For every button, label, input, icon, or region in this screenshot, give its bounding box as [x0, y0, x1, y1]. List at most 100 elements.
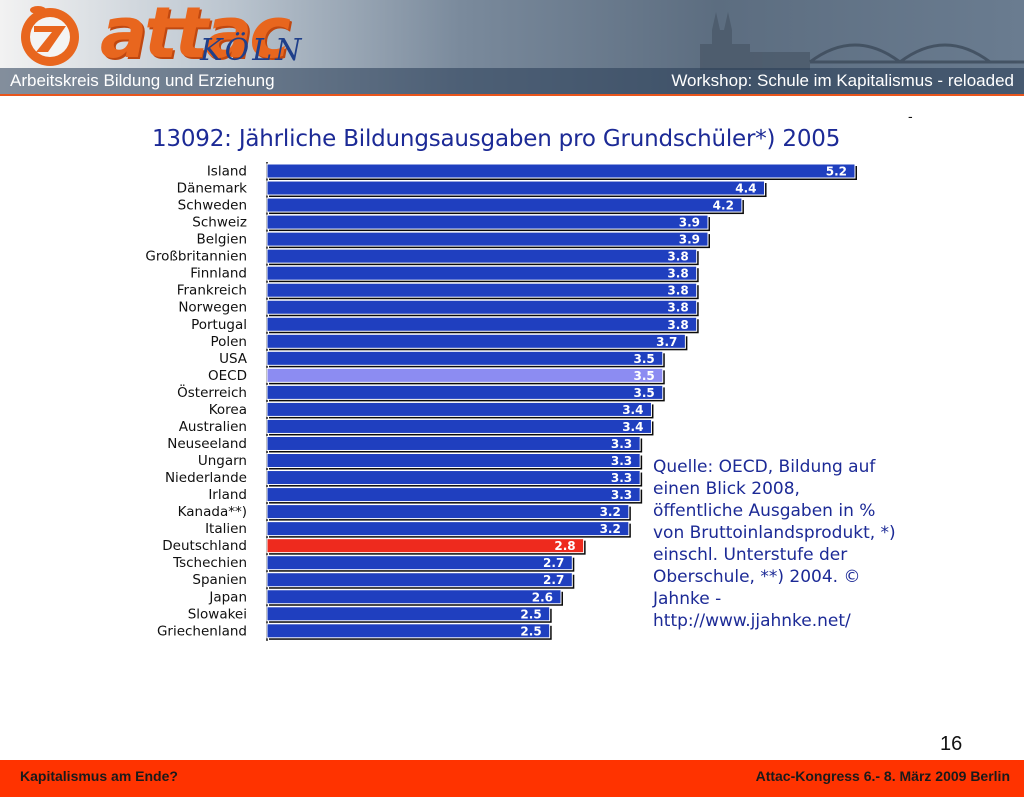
bar-australien: [266, 418, 652, 434]
attac-logo-icon: [21, 6, 79, 66]
category-label: Schweiz: [192, 215, 247, 231]
source-note-line: Quelle: OECD, Bildung auf: [653, 457, 876, 477]
source-note-line: Oberschule, **) 2004. ©: [653, 567, 861, 587]
category-label: Finnland: [190, 266, 247, 282]
bar-usa: [266, 350, 664, 366]
category-label: Norwegen: [178, 300, 247, 316]
category-label: Australien: [179, 419, 247, 435]
category-label: Schweden: [178, 198, 247, 214]
value-label: 2.7: [543, 573, 564, 587]
value-label: 4.4: [735, 182, 756, 196]
bar-kanada-: [266, 504, 630, 520]
category-label: Japan: [208, 589, 247, 605]
logo-wordmark: attac: [100, 0, 291, 74]
page-number: 16: [940, 733, 963, 755]
bar-slowakei: [266, 606, 551, 622]
value-label: 2.6: [532, 590, 553, 604]
bar-ungarn: [266, 453, 641, 469]
category-label: Neuseeland: [167, 436, 247, 452]
source-note-line: http://www.jjahnke.net/: [653, 611, 851, 631]
value-label: 3.2: [600, 505, 621, 519]
bar-großbritannien: [266, 248, 698, 264]
value-label: 3.7: [656, 335, 677, 349]
cologne-skyline-icon: [700, 12, 1024, 70]
value-label: 3.3: [611, 437, 632, 451]
value-label: 4.2: [713, 199, 734, 213]
category-label: Italien: [205, 521, 247, 537]
category-label: Irland: [208, 487, 247, 503]
bar-spanien: [266, 572, 573, 588]
bar-griechenland: [266, 623, 551, 639]
bar-portugal: [266, 316, 698, 332]
footer-bar: Kapitalismus am Ende? Attac-Kongress 6.-…: [0, 760, 1024, 797]
source-note-line: einen Blick 2008,: [653, 479, 800, 499]
value-label: 3.8: [667, 318, 688, 332]
bar-oecd: [266, 367, 664, 383]
source-note-line: Jahnke -: [653, 589, 722, 609]
value-label: 3.4: [622, 403, 643, 417]
category-label: Österreich: [177, 383, 247, 401]
header-right-text: Workshop: Schule im Kapitalismus - reloa…: [671, 71, 1014, 90]
value-label: 3.8: [667, 301, 688, 315]
footer-left-text: Kapitalismus am Ende?: [20, 768, 178, 784]
bar-belgien: [266, 231, 709, 247]
value-label: 3.3: [611, 454, 632, 468]
value-label: 3.5: [634, 386, 655, 400]
bar-chart: Island 5.2 Dänemark 4.4 Schweden 4.2 Schweiz 3.…: [145, 162, 857, 641]
category-label: OECD: [208, 368, 247, 384]
bar-dänemark: [266, 180, 766, 196]
value-label: 3.3: [611, 488, 632, 502]
bar-neuseeland: [266, 435, 641, 451]
bar-finnland: [266, 265, 698, 281]
bar-korea: [266, 401, 652, 417]
header-divider: [0, 94, 1024, 96]
bar-polen: [266, 333, 686, 349]
category-label: Kanada**): [178, 504, 247, 520]
bar-deutschland: [266, 538, 585, 554]
bar-österreich: [266, 384, 664, 400]
bar-irland: [266, 487, 641, 503]
category-label: Ungarn: [198, 453, 247, 469]
header-left-text: Arbeitskreis Bildung und Erziehung: [10, 71, 275, 90]
category-label: USA: [219, 351, 248, 367]
category-label: Großbritannien: [145, 249, 247, 265]
value-label: 3.8: [667, 267, 688, 281]
bar-japan: [266, 589, 562, 605]
value-label: 3.9: [679, 216, 700, 230]
category-label: Tschechien: [172, 555, 247, 571]
bar-norwegen: [266, 299, 698, 315]
dash-mark: -: [908, 108, 913, 124]
value-label: 2.5: [520, 624, 541, 638]
value-label: 3.4: [622, 420, 643, 434]
category-label: Deutschland: [162, 538, 247, 554]
value-label: 3.9: [679, 233, 700, 247]
category-label: Belgien: [197, 232, 248, 248]
header-banner: attac KÖLN Arbeitskreis Bildung und Erzi…: [0, 0, 1024, 96]
value-label: 2.8: [554, 539, 575, 553]
source-note: Quelle: OECD, Bildung auf einen Blick 20…: [653, 456, 903, 632]
chart-title: 13092: Jährliche Bildungsausgaben pro Gr…: [152, 126, 841, 152]
value-label: 3.8: [667, 250, 688, 264]
source-note-line: öffentliche Ausgaben in %: [653, 501, 876, 521]
value-label: 3.5: [634, 369, 655, 383]
category-label: Spanien: [192, 572, 247, 588]
bar-schweden: [266, 197, 743, 213]
logo-city: KÖLN: [200, 33, 305, 68]
value-label: 3.8: [667, 284, 688, 298]
bar-niederlande: [266, 470, 641, 486]
category-label: Niederlande: [165, 470, 247, 486]
bar-italien: [266, 521, 630, 537]
value-label: 3.5: [634, 352, 655, 366]
value-label: 5.2: [826, 165, 847, 179]
bar-schweiz: [266, 214, 709, 230]
source-note-line: einschl. Unterstufe der: [653, 545, 848, 565]
category-label: Portugal: [191, 317, 247, 333]
value-label: 3.2: [600, 522, 621, 536]
source-note-line: von Bruttoinlandsprodukt, *): [653, 523, 896, 543]
category-label: Korea: [209, 402, 247, 418]
value-label: 2.5: [520, 607, 541, 621]
footer-right-text: Attac-Kongress 6.- 8. März 2009 Berlin: [755, 768, 1010, 784]
header-subtitle-band: [0, 68, 1024, 94]
category-label: Island: [207, 164, 247, 180]
value-label: 3.3: [611, 471, 632, 485]
